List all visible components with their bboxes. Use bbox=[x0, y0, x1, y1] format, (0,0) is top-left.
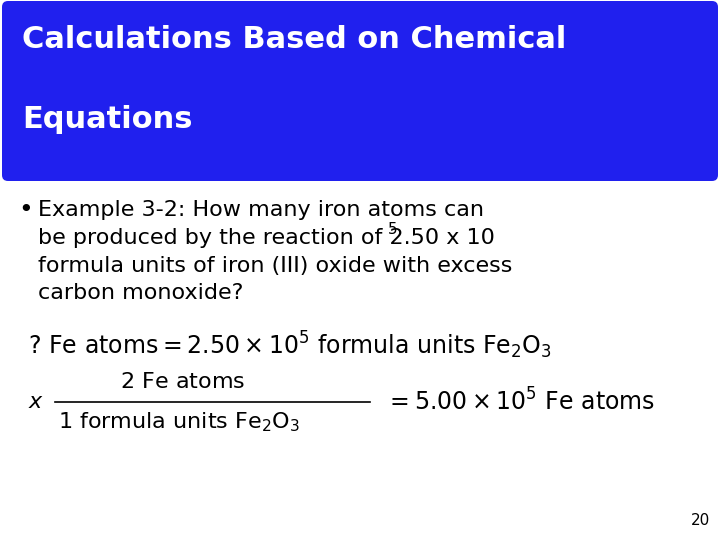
Text: carbon monoxide?: carbon monoxide? bbox=[38, 283, 243, 303]
Text: be produced by the reaction of 2.50 x 10: be produced by the reaction of 2.50 x 10 bbox=[38, 228, 495, 248]
Text: $= 5.00 \times 10^5\ \mathrm{Fe\ atoms}$: $= 5.00 \times 10^5\ \mathrm{Fe\ atoms}$ bbox=[385, 388, 655, 416]
Text: $x$: $x$ bbox=[28, 392, 44, 412]
Text: $\mathrm{2\ Fe\ atoms}$: $\mathrm{2\ Fe\ atoms}$ bbox=[120, 372, 246, 392]
Text: 20: 20 bbox=[690, 513, 710, 528]
FancyBboxPatch shape bbox=[2, 1, 718, 181]
Text: •: • bbox=[18, 198, 32, 222]
Text: $\mathit{?\ \mathrm{Fe\ atoms} = 2.50 \times 10^5\ \mathrm{formula\ units\ Fe_2O: $\mathit{?\ \mathrm{Fe\ atoms} = 2.50 \t… bbox=[28, 329, 552, 361]
Text: Equations: Equations bbox=[22, 105, 192, 134]
Text: 5: 5 bbox=[388, 222, 397, 238]
Text: Example 3-2: How many iron atoms can: Example 3-2: How many iron atoms can bbox=[38, 200, 484, 220]
Text: formula units of iron (III) oxide with excess: formula units of iron (III) oxide with e… bbox=[38, 256, 513, 276]
Text: $\mathrm{1\ formula\ units\ Fe_2O_3}$: $\mathrm{1\ formula\ units\ Fe_2O_3}$ bbox=[58, 410, 300, 434]
Text: Calculations Based on Chemical: Calculations Based on Chemical bbox=[22, 25, 567, 55]
